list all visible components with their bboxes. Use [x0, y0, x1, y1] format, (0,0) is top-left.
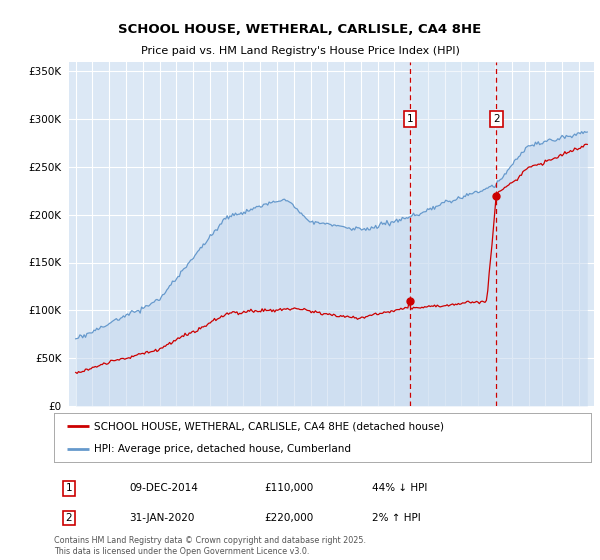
Text: 09-DEC-2014: 09-DEC-2014	[129, 483, 198, 493]
Text: £220,000: £220,000	[264, 513, 313, 523]
Text: Contains HM Land Registry data © Crown copyright and database right 2025.
This d: Contains HM Land Registry data © Crown c…	[54, 536, 366, 556]
Text: 2: 2	[65, 513, 73, 523]
Text: SCHOOL HOUSE, WETHERAL, CARLISLE, CA4 8HE: SCHOOL HOUSE, WETHERAL, CARLISLE, CA4 8H…	[118, 24, 482, 36]
Text: 1: 1	[65, 483, 73, 493]
Text: 2% ↑ HPI: 2% ↑ HPI	[372, 513, 421, 523]
Bar	[410, 62, 496, 406]
Text: 1: 1	[407, 114, 413, 124]
Text: SCHOOL HOUSE, WETHERAL, CARLISLE, CA4 8HE (detached house): SCHOOL HOUSE, WETHERAL, CARLISLE, CA4 8H…	[94, 421, 444, 431]
Text: HPI: Average price, detached house, Cumberland: HPI: Average price, detached house, Cumb…	[94, 444, 351, 454]
Text: £110,000: £110,000	[264, 483, 313, 493]
Text: 2: 2	[493, 114, 500, 124]
Text: 31-JAN-2020: 31-JAN-2020	[129, 513, 194, 523]
Text: Price paid vs. HM Land Registry's House Price Index (HPI): Price paid vs. HM Land Registry's House …	[140, 46, 460, 56]
Text: 44% ↓ HPI: 44% ↓ HPI	[372, 483, 427, 493]
